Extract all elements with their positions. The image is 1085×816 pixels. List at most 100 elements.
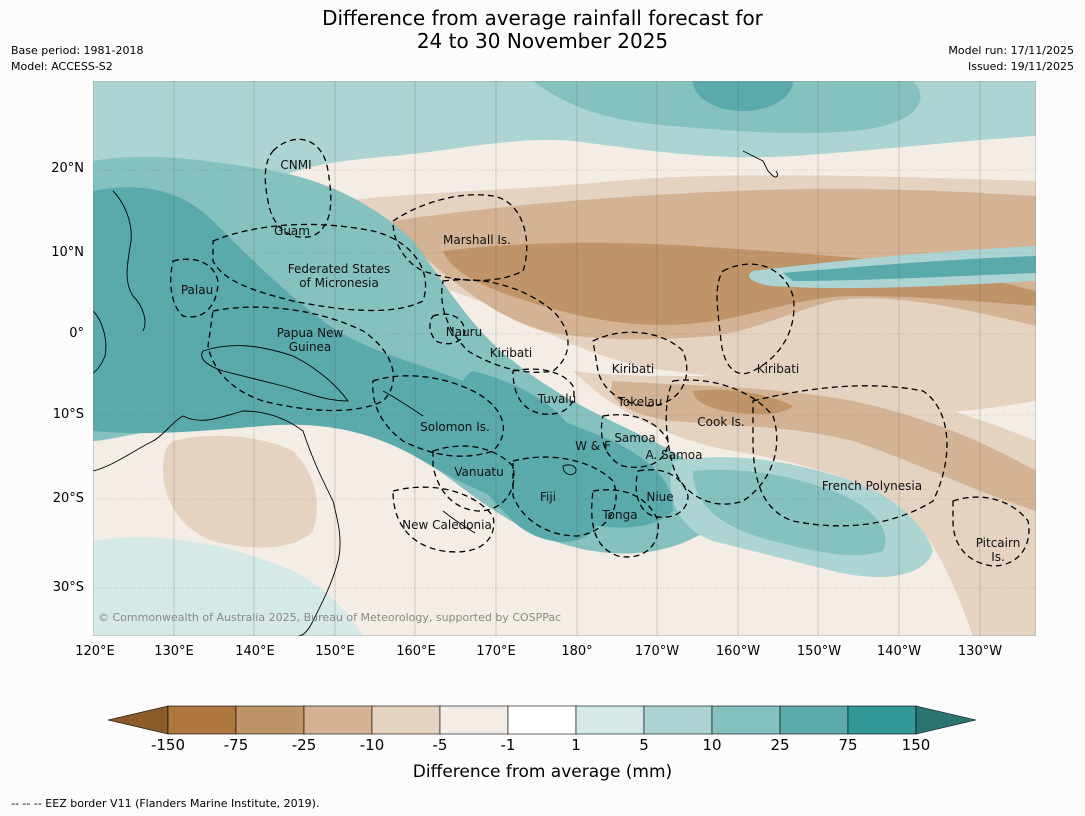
issued-date: Issued: 19/11/2025 xyxy=(967,60,1074,73)
ytick-10n: 10°N xyxy=(51,245,84,260)
label-fsm-1: Federated States xyxy=(288,262,390,276)
eez-borders xyxy=(170,138,1030,567)
colorbar-segment-8 xyxy=(643,705,713,735)
xtick-160e: 160°E xyxy=(396,644,436,659)
label-wallis-futuna: W & F xyxy=(575,439,611,453)
label-marshall: Marshall Is. xyxy=(443,233,511,247)
colorbar xyxy=(107,705,977,735)
colorbar-segment-1 xyxy=(167,705,237,735)
ytick-30s: 30°S xyxy=(52,580,84,595)
cb-tick-0: -150 xyxy=(150,736,186,754)
colorbar-segment-3 xyxy=(303,705,373,735)
cb-tick-3: -10 xyxy=(359,736,385,754)
label-american-samoa: A. Samoa xyxy=(646,448,703,462)
cb-tick-8: 10 xyxy=(702,736,722,754)
australia-coast xyxy=(93,410,341,636)
colorbar-segment-5 xyxy=(439,705,509,735)
colorbar-segment-6 xyxy=(507,705,577,735)
title-line-1: Difference from average rainfall forecas… xyxy=(322,6,763,30)
eez-nauru xyxy=(429,313,466,345)
eez-footnote: -- -- -- EEZ border V11 (Flanders Marine… xyxy=(11,797,320,810)
graticule xyxy=(93,81,1036,636)
eez-niue xyxy=(635,469,689,518)
xtick-130w: 130°W xyxy=(957,644,1003,659)
cb-tick-7: 5 xyxy=(639,736,649,754)
label-tokelau: Tokelau xyxy=(617,395,663,409)
label-png-2: Guinea xyxy=(289,340,332,354)
xtick-180: 180° xyxy=(561,644,593,659)
xtick-140w: 140°W xyxy=(876,644,922,659)
xtick-130e: 130°E xyxy=(154,644,194,659)
label-niue: Niue xyxy=(646,490,673,504)
cb-tick-10: 75 xyxy=(838,736,858,754)
eez-marshall xyxy=(392,194,528,282)
label-kiribati-1: Kiribati xyxy=(490,346,532,360)
dry-band-south-east-peak xyxy=(693,389,793,415)
xtick-170e: 170°E xyxy=(476,644,516,659)
label-kiribati-2: Kiribati xyxy=(612,362,654,376)
label-guam: Guam xyxy=(274,224,310,238)
title-line-2: 24 to 30 November 2025 xyxy=(416,29,669,53)
label-kiribati-3: Kiribati xyxy=(757,362,799,376)
label-nauru: Nauru xyxy=(446,325,482,339)
xtick-150e: 150°E xyxy=(315,644,355,659)
label-fiji: Fiji xyxy=(540,490,556,504)
label-palau: Palau xyxy=(181,283,213,297)
ytick-10s: 10°S xyxy=(52,407,84,422)
eez-tonga xyxy=(591,489,659,558)
label-samoa: Samoa xyxy=(614,431,655,445)
chart-title: Difference from average rainfall forecas… xyxy=(0,7,1085,53)
label-cnmi: CNMI xyxy=(280,158,311,172)
label-new-caledonia: New Caledonia xyxy=(402,518,492,532)
ytick-20s: 20°S xyxy=(52,491,84,506)
eez-kiribati-line xyxy=(716,263,795,375)
colorbar-extend-low xyxy=(107,705,169,735)
region-labels: CNMI Guam Marshall Is. Federated States … xyxy=(181,158,1020,564)
wet-streak-east-core xyxy=(783,256,1036,281)
copyright-notice: © Commonwealth of Australia 2025, Bureau… xyxy=(98,611,561,624)
eez-kiribati-phoenix xyxy=(592,331,688,407)
xtick-140e: 140°E xyxy=(235,644,275,659)
eez-cnmi xyxy=(264,138,332,238)
solomon-coast xyxy=(382,390,424,417)
hawaii-coast xyxy=(742,150,778,178)
colorbar-segment-11 xyxy=(847,705,917,735)
coastlines xyxy=(93,150,778,636)
eez-vanuatu xyxy=(432,445,515,512)
eez-new-caledonia xyxy=(392,486,495,553)
ytick-0: 0° xyxy=(69,326,84,341)
colorbar-segment-4 xyxy=(371,705,441,735)
eez-fiji xyxy=(512,456,617,537)
eez-pitcairn xyxy=(952,496,1030,567)
wet-tongue-south-east-core xyxy=(693,469,886,556)
wet-area-south-west xyxy=(93,537,363,636)
cb-tick-2: -25 xyxy=(291,736,317,754)
new-caledonia-coast xyxy=(442,510,476,534)
philippines-coast xyxy=(112,190,146,332)
xtick-150w: 150°W xyxy=(796,644,842,659)
borneo-coast xyxy=(93,310,107,374)
xtick-170w: 170°W xyxy=(634,644,680,659)
cb-tick-1: -75 xyxy=(223,736,249,754)
label-cook: Cook Is. xyxy=(697,415,744,429)
colorbar-extend-high xyxy=(915,705,977,735)
colorbar-segment-10 xyxy=(779,705,849,735)
cb-tick-6: 1 xyxy=(571,736,581,754)
label-tuvalu: Tuvalu xyxy=(537,392,577,406)
colorbar-segment-2 xyxy=(235,705,305,735)
wet-band-north-peak xyxy=(693,81,793,111)
label-pitcairn-2: Is. xyxy=(991,550,1005,564)
new-guinea-coast xyxy=(201,345,349,402)
cb-tick-4: -5 xyxy=(432,736,448,754)
fiji-coast xyxy=(562,464,577,476)
colorbar-label: Difference from average (mm) xyxy=(412,762,673,782)
label-vanuatu: Vanuatu xyxy=(454,465,504,479)
base-period: Base period: 1981-2018 xyxy=(11,44,144,57)
label-solomon: Solomon Is. xyxy=(420,420,490,434)
eez-kiribati-gilbert xyxy=(441,279,569,373)
meta-left: Base period: 1981-2018 Model: ACCESS-S2 xyxy=(11,43,143,75)
colorbar-segment-9 xyxy=(711,705,781,735)
eez-solomon xyxy=(372,375,504,457)
eez-french-polynesia xyxy=(752,385,948,527)
label-png-1: Papua New xyxy=(277,326,344,340)
